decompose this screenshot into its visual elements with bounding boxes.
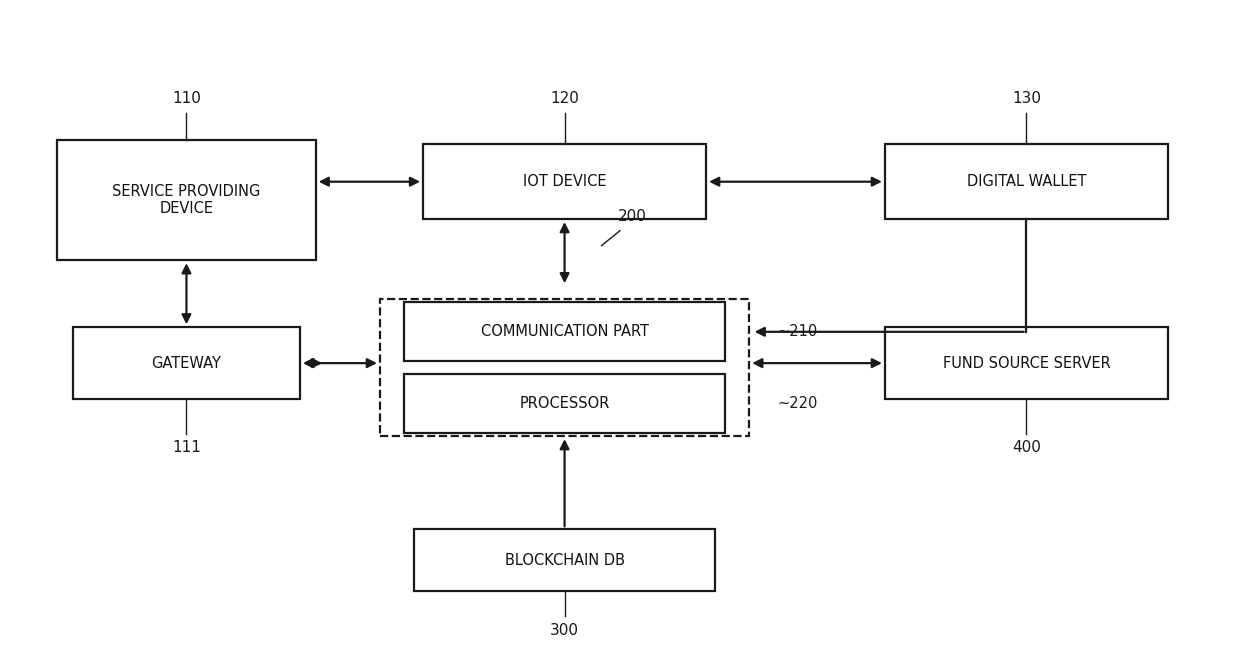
Bar: [379, 299, 749, 436]
Text: FUND SOURCE SERVER: FUND SOURCE SERVER: [942, 356, 1110, 371]
Bar: [885, 144, 1168, 219]
Bar: [57, 139, 316, 260]
Text: PROCESSOR: PROCESSOR: [520, 396, 610, 411]
Text: 110: 110: [172, 91, 201, 106]
Bar: [72, 327, 300, 399]
Text: IOT DEVICE: IOT DEVICE: [523, 175, 606, 189]
Text: ~220: ~220: [777, 396, 818, 411]
Text: DIGITAL WALLET: DIGITAL WALLET: [967, 175, 1086, 189]
Bar: [885, 327, 1168, 399]
Bar: [404, 374, 724, 433]
Text: 200: 200: [618, 209, 647, 224]
Text: ~210: ~210: [777, 325, 818, 339]
Bar: [414, 529, 715, 591]
Text: BLOCKCHAIN DB: BLOCKCHAIN DB: [505, 553, 625, 568]
Bar: [404, 303, 724, 361]
Text: GATEWAY: GATEWAY: [151, 356, 222, 371]
Bar: [423, 144, 707, 219]
Text: COMMUNICATION PART: COMMUNICATION PART: [481, 325, 649, 339]
Text: 111: 111: [172, 440, 201, 455]
Text: 120: 120: [551, 91, 579, 106]
Text: 130: 130: [1012, 91, 1040, 106]
Text: SERVICE PROVIDING
DEVICE: SERVICE PROVIDING DEVICE: [113, 184, 260, 216]
Text: 300: 300: [551, 623, 579, 639]
Text: 400: 400: [1012, 440, 1040, 455]
